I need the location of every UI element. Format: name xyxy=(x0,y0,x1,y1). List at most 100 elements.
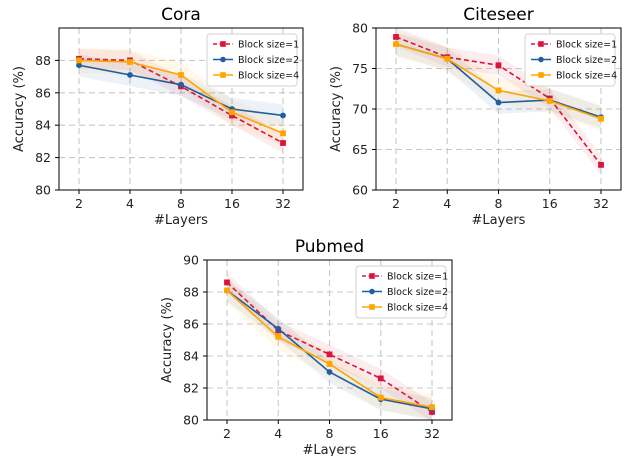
legend-marker xyxy=(538,72,544,78)
y-tick-label: 82 xyxy=(183,381,199,396)
chart-citeseer: 2 4 8 16 32 60 65 70 75 80 Citeseer #Layers Accuracy… xyxy=(329,5,622,228)
legend-marker xyxy=(538,56,544,63)
data-point xyxy=(280,130,286,137)
x-tick-label: 32 xyxy=(424,426,440,441)
y-tick-label: 84 xyxy=(183,349,199,364)
data-point xyxy=(546,98,553,104)
data-point xyxy=(127,72,133,78)
data-point xyxy=(224,287,230,294)
x-tick-label: 8 xyxy=(495,196,503,211)
series-3 xyxy=(224,287,435,411)
chart-title: Pubmed xyxy=(295,237,364,257)
legend-marker xyxy=(538,41,544,47)
x-axis-label: #Layers xyxy=(303,443,357,456)
x-tick-label: 32 xyxy=(593,196,609,211)
legend-label: Block size=2 xyxy=(556,55,617,66)
x-axis-label: #Layers xyxy=(472,213,526,228)
data-point xyxy=(326,361,333,367)
data-point xyxy=(429,409,435,415)
data-point xyxy=(178,72,184,78)
data-point xyxy=(326,369,333,375)
data-point xyxy=(598,161,604,168)
legend-label: Block size=4 xyxy=(387,303,448,314)
data-point xyxy=(495,99,502,106)
y-tick-label: 75 xyxy=(352,61,368,76)
y-tick-label: 60 xyxy=(352,183,368,198)
legend-box xyxy=(355,265,447,319)
data-point xyxy=(76,62,82,69)
legend: Block size=1 Block size=2 Block size=4 xyxy=(206,33,299,87)
legend-marker xyxy=(369,288,375,295)
series-band xyxy=(227,279,432,420)
data-point xyxy=(495,87,502,94)
legend-label: Block size=2 xyxy=(238,55,299,66)
data-point xyxy=(224,279,230,286)
legend-label: Block size=4 xyxy=(556,71,617,82)
y-tick-label: 86 xyxy=(183,317,199,332)
series-3 xyxy=(76,57,286,137)
data-point xyxy=(326,351,333,358)
data-point xyxy=(229,109,235,116)
data-point xyxy=(377,394,384,401)
chart-cora: 2 4 8 16 32 80 82 84 86 88 Cora #Layers Accuracy (%)… xyxy=(12,5,304,228)
legend-label: Block size=1 xyxy=(238,40,299,51)
legend-marker xyxy=(220,41,226,47)
data-point xyxy=(275,333,282,340)
data-point xyxy=(393,34,399,40)
x-tick-label: 16 xyxy=(224,196,240,211)
series-3 xyxy=(393,41,604,122)
x-tick-label: 4 xyxy=(274,426,282,441)
data-point xyxy=(598,115,604,122)
x-tick-label: 2 xyxy=(75,196,83,211)
y-tick-label: 65 xyxy=(352,142,368,157)
legend-box xyxy=(524,33,616,87)
y-tick-label: 84 xyxy=(35,118,51,133)
y-tick-label: 70 xyxy=(352,102,368,117)
x-tick-label: 4 xyxy=(126,196,134,211)
legend-marker xyxy=(369,304,375,310)
legend: Block size=1 Block size=2 Block size=4 xyxy=(355,265,448,319)
y-tick-label: 90 xyxy=(183,253,199,268)
x-tick-label: 2 xyxy=(223,426,231,441)
legend-marker xyxy=(220,56,226,63)
series-band xyxy=(227,272,432,422)
data-point xyxy=(444,55,451,62)
data-point xyxy=(377,375,384,382)
x-axis-label: #Layers xyxy=(154,213,208,228)
chart-title: Citeseer xyxy=(463,5,533,25)
data-point xyxy=(127,59,133,65)
legend: Block size=1 Block size=2 Block size=4 xyxy=(524,33,617,87)
data-point xyxy=(429,404,435,411)
x-tick-label: 4 xyxy=(443,196,451,211)
legend-marker xyxy=(369,273,375,279)
legend-label: Block size=1 xyxy=(387,272,448,283)
x-tick-label: 16 xyxy=(373,426,389,441)
x-tick-label: 16 xyxy=(542,196,558,211)
data-point xyxy=(76,57,82,64)
legend-box xyxy=(206,33,298,87)
legend-label: Block size=1 xyxy=(556,40,617,51)
data-point xyxy=(280,140,286,146)
data-point xyxy=(229,112,235,119)
x-tick-label: 32 xyxy=(275,196,291,211)
data-point xyxy=(393,41,399,48)
y-axis-label: Accuracy (%) xyxy=(160,297,175,383)
x-tick-label: 2 xyxy=(392,196,400,211)
data-point xyxy=(275,325,282,332)
chart-title: Cora xyxy=(161,5,201,25)
legend-marker xyxy=(220,72,226,78)
y-tick-label: 80 xyxy=(35,183,51,198)
series-line xyxy=(226,281,433,413)
data-point xyxy=(178,81,184,88)
y-tick-label: 80 xyxy=(183,413,199,428)
legend-label: Block size=4 xyxy=(238,71,299,82)
y-tick-label: 82 xyxy=(35,150,51,165)
data-point xyxy=(280,112,286,119)
y-tick-label: 88 xyxy=(35,53,51,68)
x-tick-label: 8 xyxy=(177,196,185,211)
y-axis-label: Accuracy (%) xyxy=(329,66,344,152)
x-tick-label: 8 xyxy=(326,426,334,441)
chart-pubmed: 2 4 8 16 32 80 82 84 86 88 90 Pubmed #Layers Accuracy… xyxy=(160,237,453,456)
y-axis-label: Accuracy (%) xyxy=(12,66,27,152)
data-point xyxy=(495,62,502,69)
